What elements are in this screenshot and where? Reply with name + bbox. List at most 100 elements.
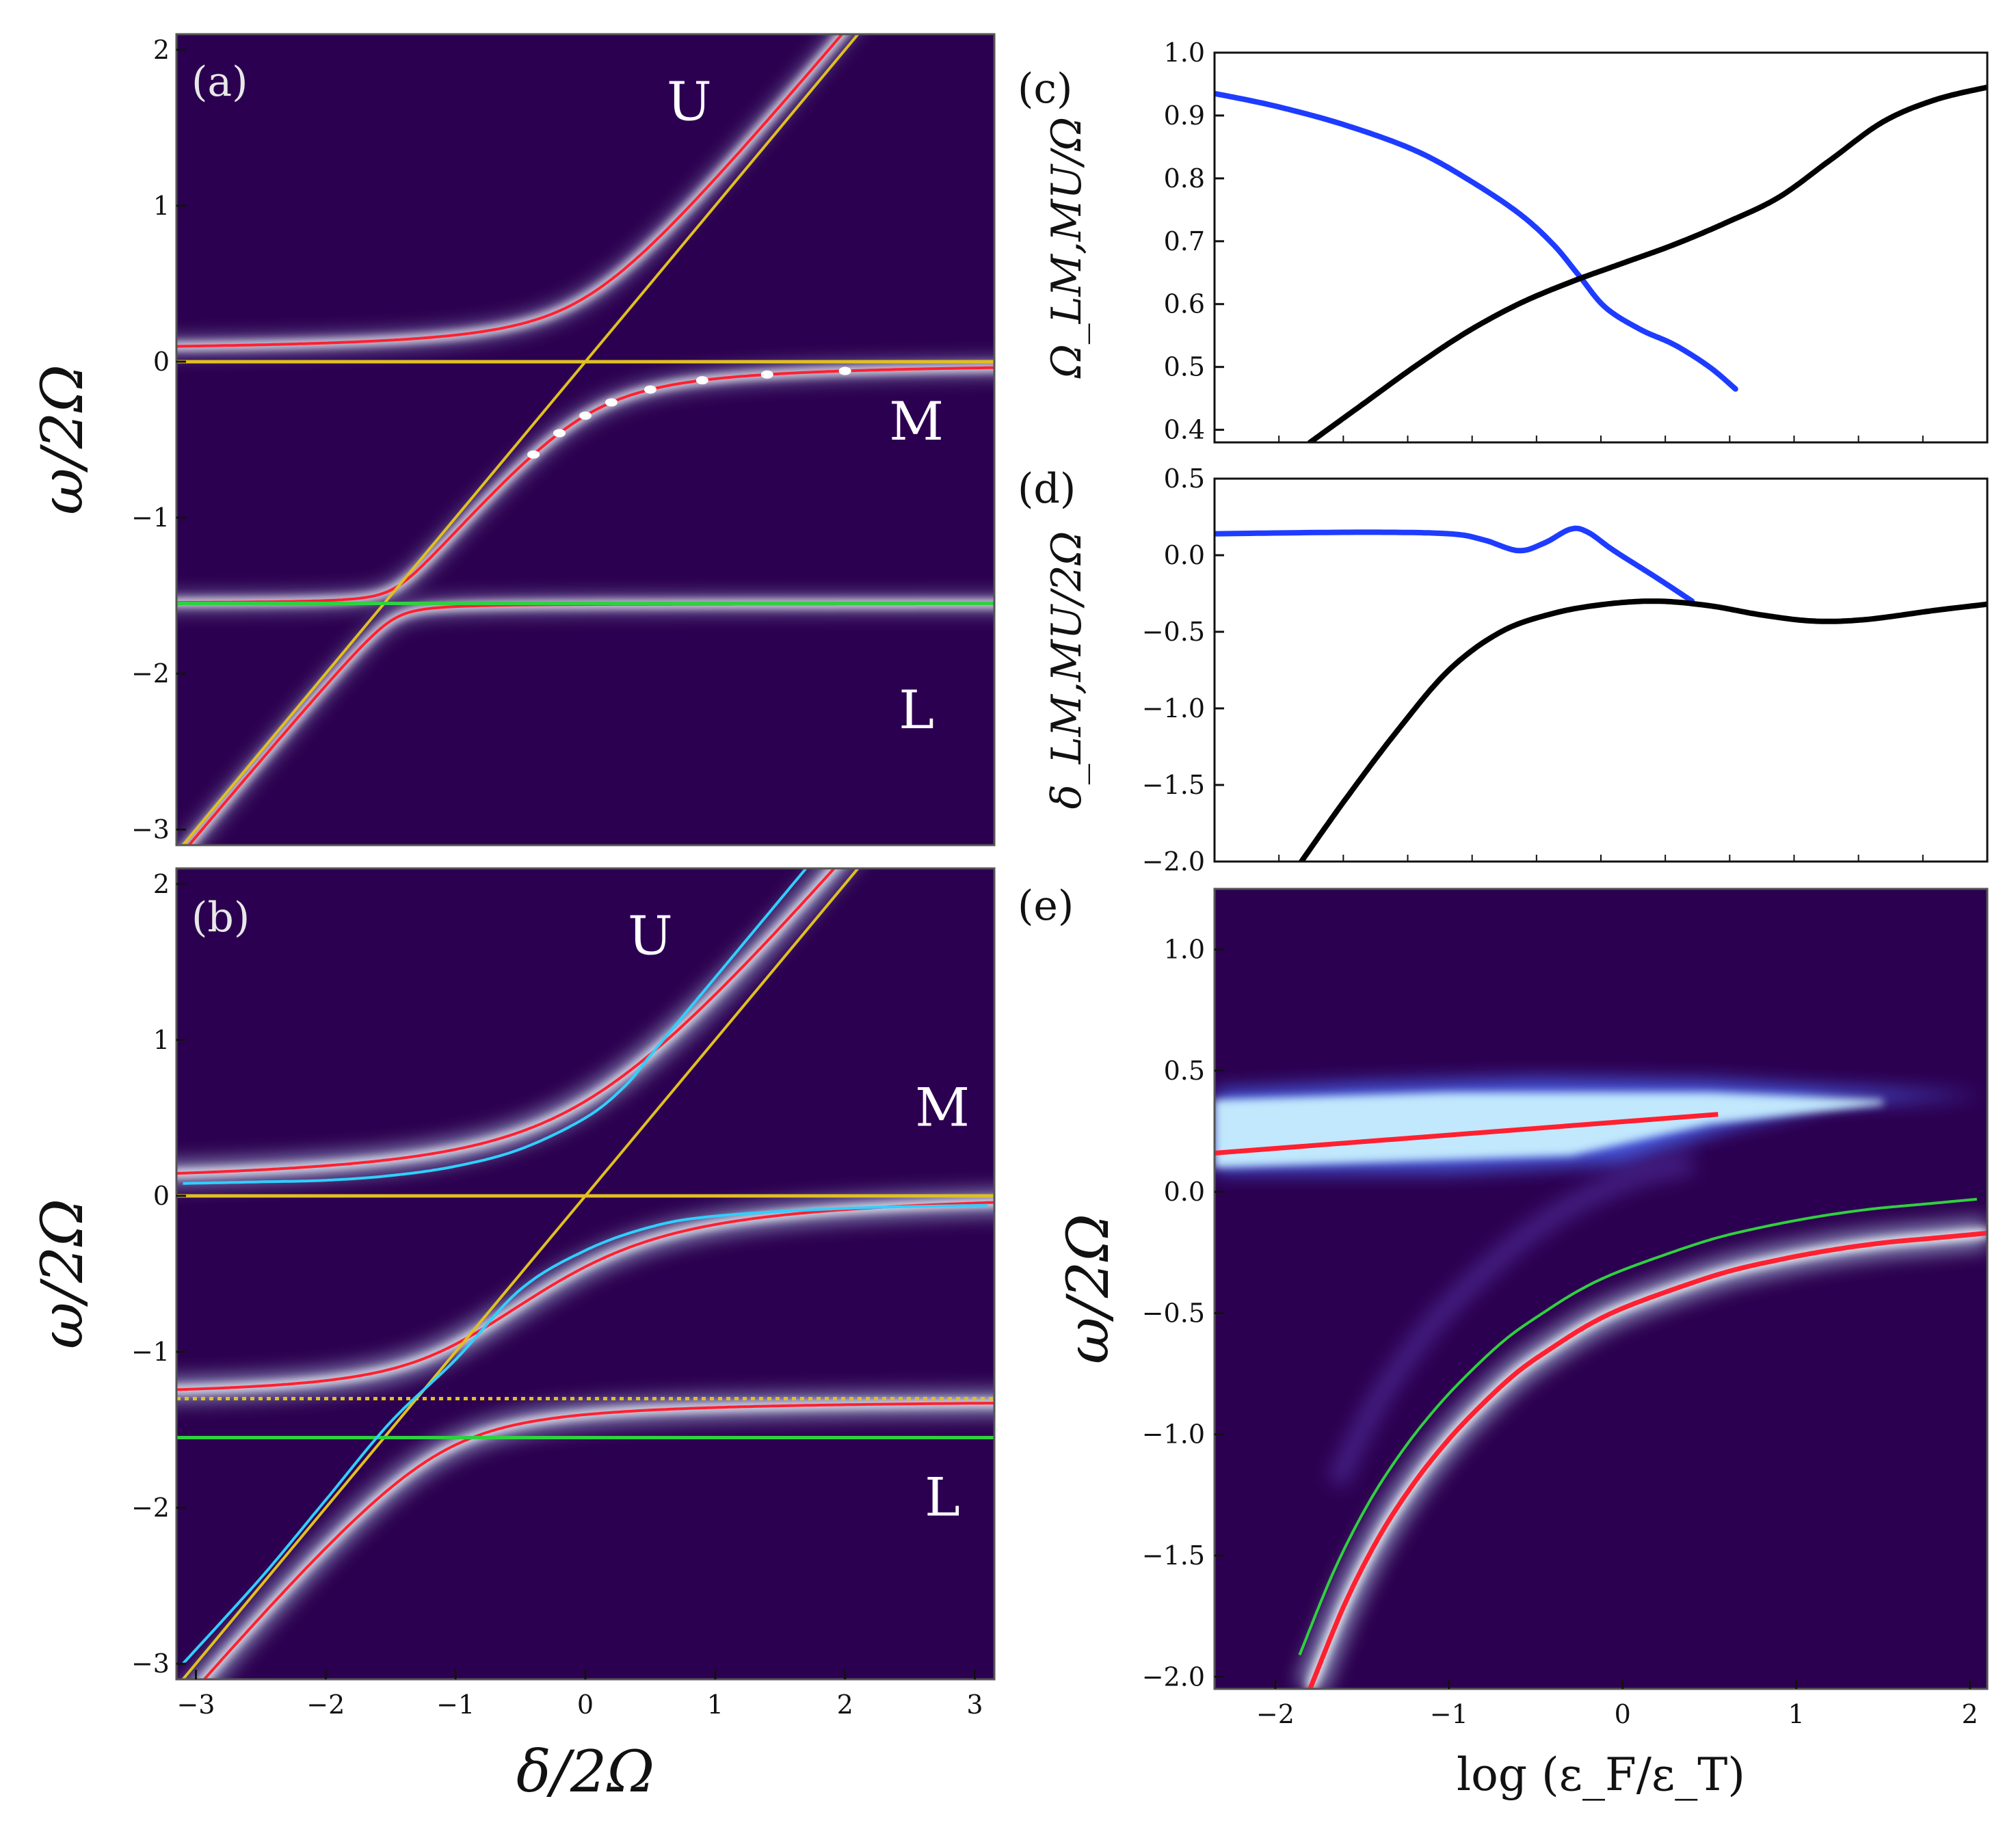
panel-e-y-tick-label: −1.5 <box>1142 1541 1205 1571</box>
panel-b-y-tick-label: 0 <box>153 1181 170 1211</box>
red-upper-curve <box>1215 1112 1719 1156</box>
data-point <box>644 385 656 394</box>
panel-b-x-tick-label: 1 <box>707 1690 724 1720</box>
panel-c-y-tick-label: 1.0 <box>1164 38 1205 68</box>
panel-a-y-label: ω/2Ω <box>29 364 96 515</box>
panel-d-y-tick-label: 0.5 <box>1164 464 1205 494</box>
data-point <box>579 411 592 420</box>
panel-b-y-tick-label: 1 <box>153 1025 170 1055</box>
red-upper-branch <box>176 868 836 1175</box>
data-point <box>838 366 851 375</box>
panel-b-curves <box>176 868 994 1679</box>
panel-d-y-tick-label: 0.0 <box>1164 540 1205 570</box>
panel-d-y-ticks: 0.5 0.0 −0.5 −1.0 −1.5 −2.0 <box>1142 464 1224 877</box>
panel-e-plot <box>1215 1078 1987 1689</box>
upper-band-core <box>1215 1092 1883 1168</box>
panel-a-frame <box>175 33 996 846</box>
green-curve <box>1298 1197 1977 1656</box>
panel-b-branch-labels: U M L <box>628 905 970 1528</box>
panel-a-y-tick-label: −3 <box>131 814 170 844</box>
data-point <box>605 398 618 407</box>
panel-e-y-ticks: 1.0 0.5 0.0 −0.5 −1.0 −1.5 −2.0 <box>1142 935 1224 1692</box>
panel-a-y-ticks: 2 1 0 −1 −2 −3 <box>131 35 186 844</box>
panel-e-x-label: log (ε_F/ε_T) <box>1457 1748 1745 1801</box>
panel-c-label: (c) <box>1018 65 1072 113</box>
series-lm <box>1215 90 1738 392</box>
panel-d-label: (d) <box>1018 465 1076 513</box>
panel-e-curves <box>1215 1112 1987 1689</box>
panel-b-label: (b) <box>191 894 250 942</box>
panel-c: 1.0 0.9 0.8 0.7 0.6 0.5 0.4 (c) Ω_LM,MU/Ω <box>1018 38 1989 445</box>
panel-b-x-tick-label: 3 <box>966 1690 983 1720</box>
panel-b-y-tick-label: −3 <box>131 1649 170 1679</box>
panel-d-curves <box>1215 525 1987 862</box>
panel-b-x-ticks: −3 −2 −1 0 1 2 3 <box>176 1670 983 1720</box>
panel-b-x-tick-label: 2 <box>837 1690 853 1720</box>
panel-e-x-ticks: −2 −1 0 1 2 <box>1256 1679 1978 1729</box>
panel-b-y-tick-label: 2 <box>153 869 170 899</box>
diagonal-line <box>181 868 860 1679</box>
panel-b-y-tick-label: −1 <box>131 1337 170 1367</box>
diagonal-line <box>181 34 860 845</box>
panel-e-x-tick-label: 1 <box>1788 1699 1805 1729</box>
cyan-curve <box>183 868 808 1185</box>
panel-b-x-tick-label: −1 <box>436 1690 475 1720</box>
branch-label: U <box>628 905 673 967</box>
panel-c-background <box>1215 53 1987 442</box>
branch-label: U <box>667 71 712 133</box>
panel-e-y-tick-label: −1.0 <box>1142 1419 1205 1450</box>
red-lower-branch <box>202 1402 994 1679</box>
series-lm <box>1215 525 1695 604</box>
panel-e-background <box>1215 889 1987 1689</box>
panel-e-label: (e) <box>1018 882 1074 930</box>
panel-d-x-ticks <box>1278 855 1924 862</box>
panel-c-y-tick-label: 0.5 <box>1164 352 1205 382</box>
panel-b-y-ticks: 2 1 0 −1 −2 −3 <box>131 869 186 1679</box>
red-lower-curve <box>1308 1231 1987 1689</box>
branch-label: M <box>889 391 944 453</box>
panel-d-y-tick-label: −2.0 <box>1142 846 1205 877</box>
cyan-curve <box>182 1203 988 1665</box>
panel-e-x-tick-label: 2 <box>1962 1699 1978 1729</box>
panel-c-y-tick-label: 0.9 <box>1164 101 1205 131</box>
series-mu <box>1307 84 1987 442</box>
panel-c-y-tick-label: 0.4 <box>1164 415 1205 445</box>
panel-a: 2 1 0 −1 −2 −3 (a) U M L ω/2Ω <box>29 33 996 846</box>
panel-c-curves <box>1215 84 1987 442</box>
panel-e-y-label: ω/2Ω <box>1055 1214 1122 1364</box>
panel-a-y-tick-label: 0 <box>153 347 170 377</box>
branch-label: L <box>925 1467 960 1529</box>
panel-d-background <box>1215 479 1987 862</box>
panel-a-plot <box>176 34 994 845</box>
panel-c-y-label: Ω_LM,MU/Ω <box>1043 117 1091 379</box>
panel-d-y-tick-label: −0.5 <box>1142 617 1205 647</box>
data-point <box>553 429 566 438</box>
series-mu <box>1299 598 1987 862</box>
panel-b-plot <box>176 868 994 1679</box>
panel-a-curves <box>176 34 994 845</box>
panel-d-y-tick-label: −1.5 <box>1142 770 1205 800</box>
panel-d: 0.5 0.0 −0.5 −1.0 −1.5 −2.0 (d) δ_LM,MU/2Ω <box>1018 464 1989 877</box>
red-upper-branch <box>176 34 844 348</box>
panel-c-y-tick-label: 0.7 <box>1164 226 1205 256</box>
panel-e-x-tick-label: −2 <box>1256 1699 1295 1729</box>
panel-e-x-tick-label: −1 <box>1430 1699 1468 1729</box>
panel-a-label: (a) <box>191 58 248 106</box>
panel-e-y-tick-label: 0.0 <box>1164 1177 1205 1207</box>
panel-d-y-tick-label: −1.0 <box>1142 693 1205 723</box>
panel-c-y-tick-label: 0.6 <box>1164 289 1205 319</box>
branch-label: L <box>899 680 934 741</box>
panel-b-y-tick-label: −2 <box>131 1493 170 1523</box>
panel-e-y-tick-label: 1.0 <box>1164 935 1205 965</box>
panel-b-y-label: ω/2Ω <box>29 1199 96 1349</box>
branch-label: M <box>915 1077 970 1138</box>
panel-a-branch-labels: U M L <box>667 71 944 741</box>
data-point <box>760 370 773 379</box>
panel-e-y-tick-label: 0.5 <box>1164 1056 1205 1086</box>
panel-c-y-tick-label: 0.8 <box>1164 163 1205 194</box>
data-point <box>695 376 708 385</box>
panel-a-y-tick-label: −1 <box>131 503 170 533</box>
faint-branch <box>1327 1153 1695 1488</box>
panel-e-frame <box>1213 888 1989 1690</box>
